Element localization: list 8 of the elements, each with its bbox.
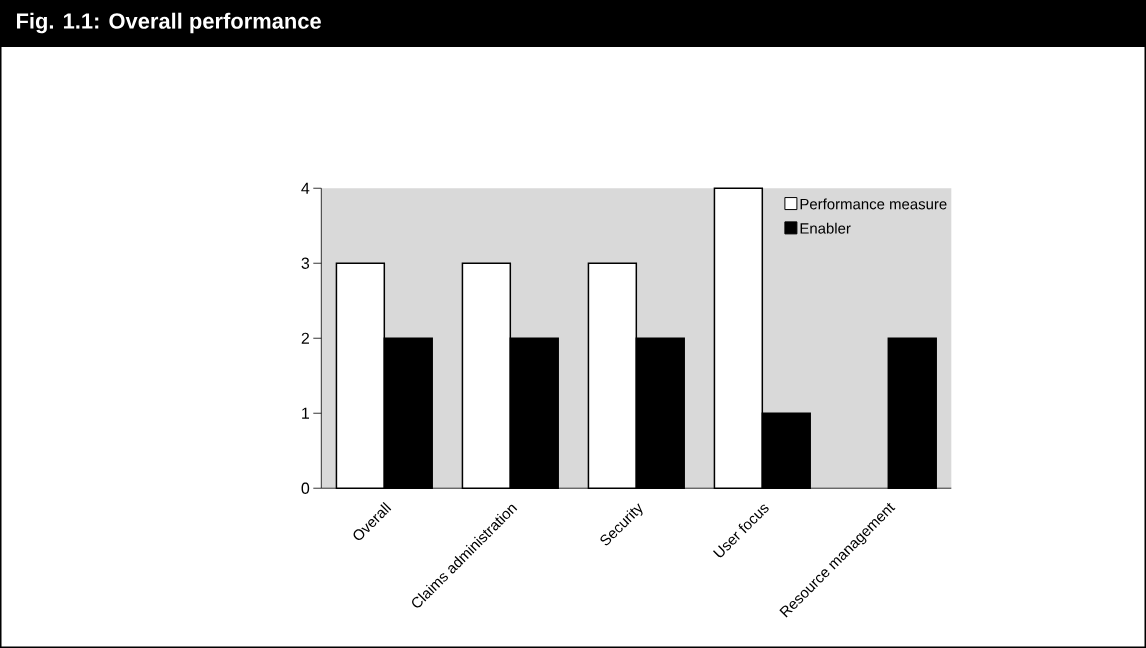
- legend-label: Performance measure: [800, 198, 947, 210]
- y-tick-label: 2: [301, 332, 309, 344]
- y-tick-label: 0: [301, 482, 310, 494]
- legend-label: Enabler: [800, 222, 851, 234]
- chart-title: Fig. 1.1: Overall performance: [17, 12, 321, 34]
- y-tick-label: 3: [301, 257, 310, 269]
- y-tick-label: 1: [302, 407, 309, 419]
- y-tick-label: 4: [301, 182, 310, 194]
